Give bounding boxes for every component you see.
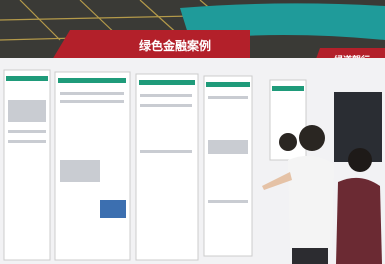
panel-image: [100, 200, 126, 218]
photo-scene: 绿色金融案例 绿道驾行: [0, 0, 385, 264]
person-far: [279, 133, 297, 151]
main-sign: 绿色金融案例: [139, 38, 211, 53]
